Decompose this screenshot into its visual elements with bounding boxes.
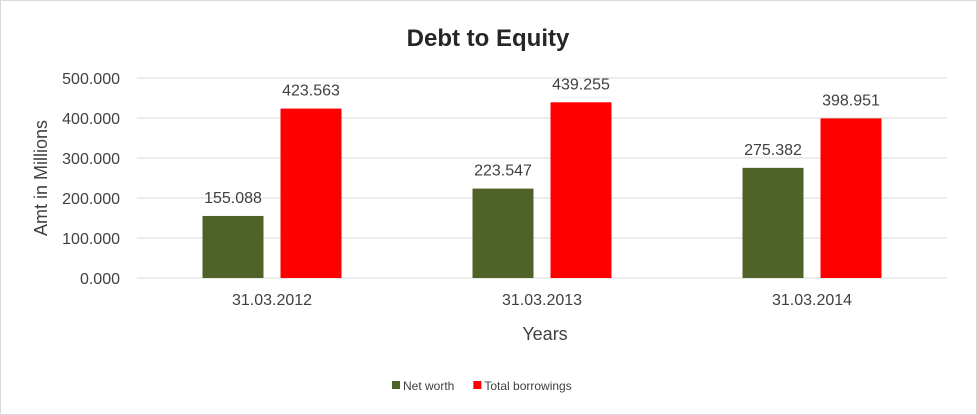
bar-total-borrowings xyxy=(280,108,342,278)
bar-total-borrowings xyxy=(820,118,882,278)
y-tick-label: 500.000 xyxy=(62,71,120,88)
legend-label: Net worth xyxy=(403,379,454,393)
x-axis-label: Years xyxy=(522,324,567,344)
bars: 155.088 423.563 223.547 439.255 275.382 398.9… xyxy=(202,76,882,278)
bar-total-borrowings xyxy=(550,102,612,278)
legend: Net worth Total borrowings xyxy=(392,379,572,393)
legend-label: Total borrowings xyxy=(484,379,571,393)
data-label: 398.951 xyxy=(822,92,880,109)
y-tick-label: 400.000 xyxy=(62,111,120,128)
y-tick-label: 100.000 xyxy=(62,231,120,248)
y-tick-label: 200.000 xyxy=(62,191,120,208)
x-tick-label: 31.03.2014 xyxy=(772,292,852,309)
x-tick-labels: 31.03.2012 31.03.2013 31.03.2014 xyxy=(232,292,852,309)
legend-swatch xyxy=(392,381,400,389)
bar-net-worth xyxy=(472,188,534,278)
y-tick-label: 300.000 xyxy=(62,151,120,168)
x-tick-label: 31.03.2013 xyxy=(502,292,582,309)
bar-net-worth xyxy=(742,167,804,278)
x-tick-label: 31.03.2012 xyxy=(232,292,312,309)
data-label: 223.547 xyxy=(474,163,532,180)
data-label: 275.382 xyxy=(744,142,802,159)
gridlines xyxy=(137,77,947,279)
chart-title: Debt to Equity xyxy=(407,25,570,52)
data-label: 423.563 xyxy=(282,83,340,100)
data-label: 439.255 xyxy=(552,76,610,93)
y-tick-label: 0.000 xyxy=(80,271,120,288)
data-label: 155.088 xyxy=(204,190,262,207)
y-axis-label: Amt in Millions xyxy=(31,120,51,236)
y-tick-labels: 0.000 100.000 200.000 300.000 400.000 500.000 xyxy=(62,71,120,288)
bar-net-worth xyxy=(202,215,264,278)
legend-swatch xyxy=(473,381,482,389)
